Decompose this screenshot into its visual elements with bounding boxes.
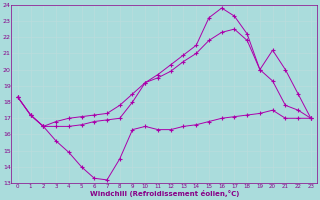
- X-axis label: Windchill (Refroidissement éolien,°C): Windchill (Refroidissement éolien,°C): [90, 190, 239, 197]
